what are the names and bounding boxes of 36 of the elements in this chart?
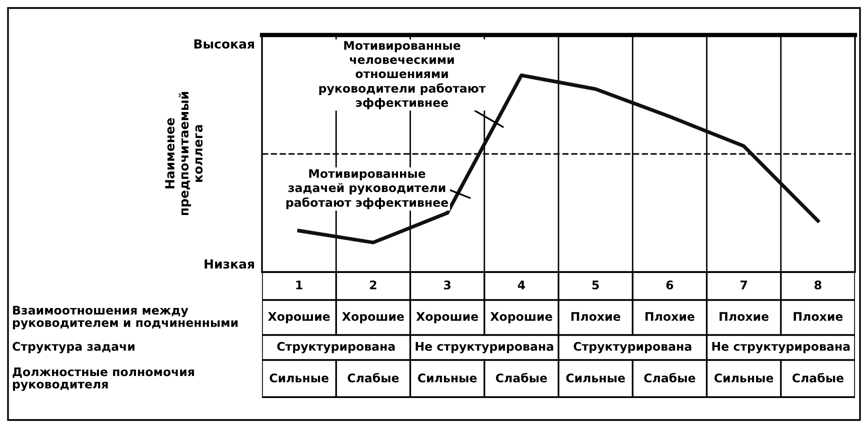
text: Плохие [794,312,843,321]
text: Сильные [566,373,625,382]
x-tick-label: 4 [518,280,525,290]
text: Плохие [720,312,769,321]
x-tick-label: 5 [592,280,599,290]
text: Не структурирована [416,342,554,354]
text: Слабые [792,372,844,382]
text: Плохие [646,312,694,321]
text: Взаимоотношения между руководителем и подчиненными [12,306,238,330]
annotation: Мотивированные задачей руководители работают эффективнее [286,169,448,210]
text: Не структурирована [712,342,850,354]
text: Структура задачи [12,342,134,354]
text: Структурирована [277,342,395,354]
text: Должностные полномочия руководителя [12,367,194,391]
text: Слабые [496,372,547,382]
text: Слабые [348,372,399,382]
x-tick-label: 1 [296,280,302,290]
x-tick-label: 3 [444,280,450,290]
x-tick-label: 8 [814,280,822,290]
text: Сильные [270,373,328,382]
text: Структурирована [574,342,692,354]
text: Слабые [644,372,696,382]
text: Хорошие [416,312,478,324]
text: Плохие [571,312,620,321]
x-tick-label: 6 [666,280,674,290]
text: Хорошие [268,312,330,324]
y-axis-title: Наименее предпочитаемый коллега [165,92,203,216]
text: Низкая [204,259,254,269]
annotation: Мотивированные человеческими отношениями руководители работают эффективнее [319,41,486,110]
text: Сильные [714,373,774,382]
text: Хорошие [342,312,404,324]
text: Хорошие [490,312,552,324]
x-tick-label: 2 [370,280,376,290]
text: Сильные [418,373,477,382]
text: Высокая [194,39,254,49]
x-tick-label: 7 [740,280,747,290]
